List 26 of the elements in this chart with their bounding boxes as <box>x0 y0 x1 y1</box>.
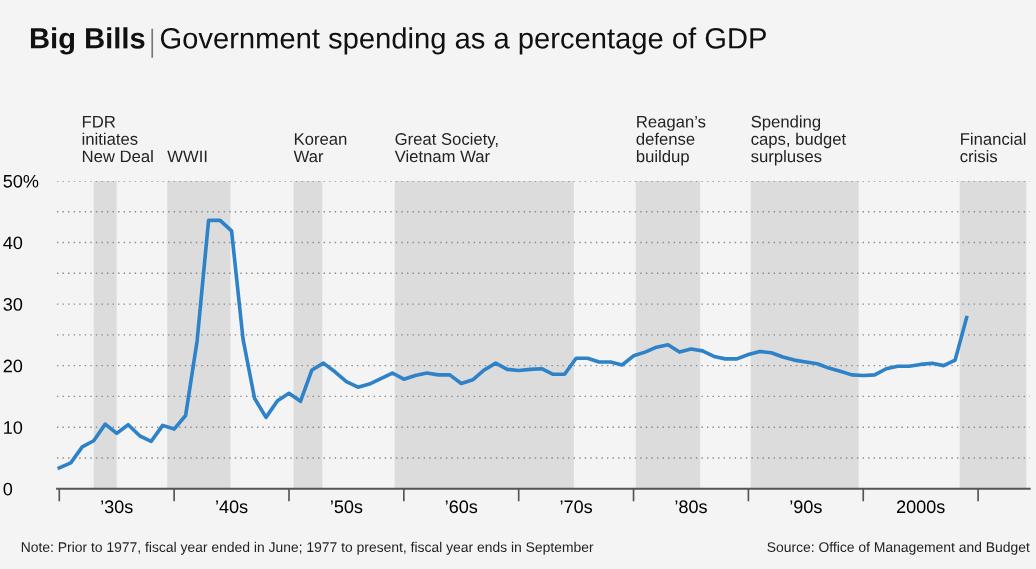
text: Note: Prior to 1977, fiscal year ended in June; 1977 to present, fiscal year ends in September <box>21 541 594 555</box>
text: Spending caps, budget surpluses <box>751 115 847 166</box>
y-tick-label: 40 <box>3 236 23 250</box>
y-tick-label: 30 <box>3 298 23 311</box>
source-note: Source: Office of Management and Budget <box>767 541 1030 555</box>
text: Financial crisis <box>960 132 1026 163</box>
x-tick-label: 2000s <box>896 500 945 514</box>
x-tick-label: ’70s <box>560 500 593 514</box>
text: FDR initiates New Deal <box>82 115 153 163</box>
text: WWII <box>167 150 207 163</box>
x-tick-label: ’40s <box>216 500 248 514</box>
text: Korean War <box>293 133 347 163</box>
x-tick-label: ’50s <box>330 500 363 514</box>
x-tick-label: ’60s <box>445 500 478 514</box>
chart-subtitle: Government spending as a percentage of GDP <box>160 27 766 55</box>
text: Great Society, Vietnam War <box>394 132 498 163</box>
chart-title: Big Bills <box>30 27 145 55</box>
x-tick-label: ’30s <box>101 500 133 514</box>
line-series <box>57 218 969 470</box>
x-tick-label: ’90s <box>790 500 822 514</box>
y-tick-label: 50% <box>3 174 39 188</box>
y-tick-label: 20 <box>3 359 23 373</box>
y-tick-label: 0 <box>3 482 13 496</box>
y-tick-label: 10 <box>4 421 23 434</box>
text: Reagan’s defense buildup <box>636 115 706 166</box>
x-tick-label: ’80s <box>675 500 707 514</box>
